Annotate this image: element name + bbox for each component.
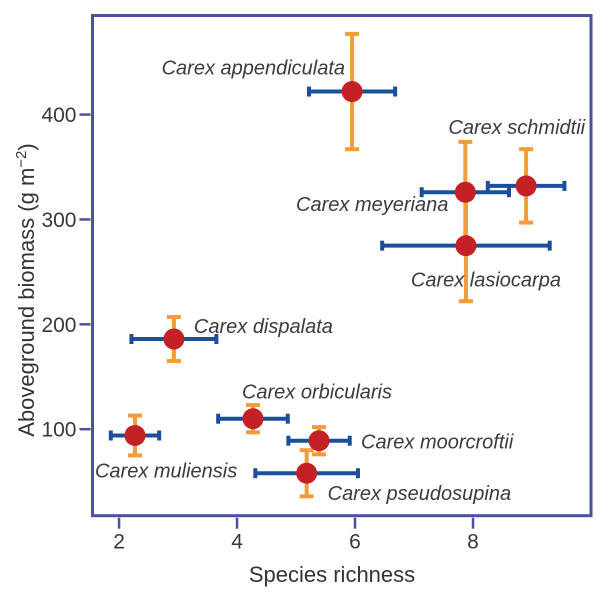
y-tick-label: 400: [41, 104, 76, 127]
species-label-pseudosupina: Carex pseudosupina: [328, 483, 511, 505]
species-label-muliensis: Carex muliensis: [95, 460, 237, 482]
data-point-marker-muliensis: [124, 424, 146, 446]
y-axis-title: Aboveground biomass (g m−2): [13, 143, 39, 436]
species-label-dispalata: Carex dispalata: [194, 316, 333, 338]
y-tick-label: 100: [41, 419, 76, 442]
data-point-marker-orbicularis: [242, 408, 264, 430]
x-tick-label: 2: [113, 531, 125, 554]
species-label-schmidtii: Carex schmidtii: [448, 117, 585, 139]
y-tick-label: 300: [41, 209, 76, 232]
data-point-marker-dispalata: [163, 328, 185, 350]
x-axis-title: Species richness: [249, 562, 415, 587]
data-point-marker-schmidtii: [515, 175, 537, 197]
data-point-marker-appendiculata: [341, 81, 363, 103]
y-tick-label: 200: [41, 314, 76, 337]
plot-frame: [91, 14, 593, 518]
x-tick-label: 6: [349, 531, 361, 554]
x-tick-label: 8: [467, 531, 479, 554]
species-label-appendiculata: Carex appendiculata: [162, 58, 345, 80]
species-label-lasiocarpa: Carex lasiocarpa: [411, 270, 561, 292]
data-point-marker-moorcroftii: [308, 430, 330, 452]
species-label-meyeriana: Carex meyeriana: [296, 194, 448, 216]
data-point-marker-lasiocarpa: [455, 235, 477, 257]
species-label-orbicularis: Carex orbicularis: [242, 382, 392, 404]
data-point-marker-pseudosupina: [296, 462, 318, 484]
data-point-marker-meyeriana: [454, 181, 476, 203]
species-label-moorcroftii: Carex moorcroftii: [361, 432, 514, 454]
x-tick-label: 4: [231, 531, 243, 554]
